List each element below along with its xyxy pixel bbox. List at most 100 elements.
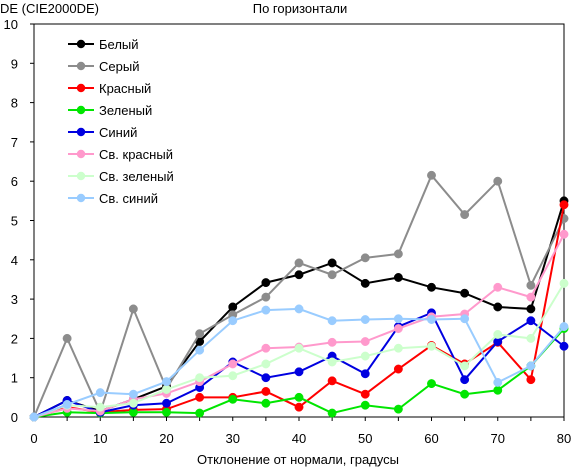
data-point bbox=[393, 364, 403, 374]
data-point bbox=[559, 322, 569, 332]
legend-item: Св. зеленый bbox=[68, 169, 174, 184]
data-point bbox=[559, 341, 569, 351]
data-point bbox=[195, 392, 205, 402]
data-point bbox=[228, 302, 238, 312]
legend-label: Зеленый bbox=[99, 103, 152, 118]
x-tick-label: 70 bbox=[491, 431, 505, 446]
data-point bbox=[261, 373, 271, 383]
legend-item: Белый bbox=[68, 37, 139, 52]
data-point bbox=[460, 288, 470, 298]
y-tick-label: 6 bbox=[11, 174, 18, 189]
y-tick-label: 8 bbox=[11, 96, 18, 111]
data-point bbox=[327, 376, 337, 386]
data-point bbox=[393, 249, 403, 259]
data-point bbox=[29, 412, 39, 422]
data-point bbox=[360, 253, 370, 263]
y-tick-label: 10 bbox=[4, 17, 18, 32]
data-point bbox=[360, 400, 370, 410]
data-point bbox=[393, 273, 403, 282]
data-point bbox=[427, 315, 436, 324]
data-point bbox=[228, 394, 238, 404]
data-point bbox=[228, 371, 238, 381]
data-point bbox=[128, 304, 138, 314]
data-point bbox=[427, 379, 436, 389]
legend-label: Красный bbox=[99, 81, 151, 96]
data-point bbox=[526, 292, 536, 302]
data-point bbox=[195, 329, 205, 339]
data-point bbox=[493, 377, 503, 387]
x-tick-label: 20 bbox=[159, 431, 173, 446]
data-point bbox=[559, 229, 569, 239]
y-tick-label: 7 bbox=[11, 135, 18, 150]
data-point bbox=[62, 399, 72, 409]
data-point bbox=[559, 278, 569, 288]
data-point bbox=[393, 404, 403, 414]
data-point bbox=[526, 280, 536, 290]
chart-title: По горизонтали bbox=[253, 1, 347, 16]
x-tick-label: 60 bbox=[424, 431, 438, 446]
data-point bbox=[128, 389, 138, 399]
data-point bbox=[360, 337, 370, 346]
y-tick-label: 5 bbox=[11, 214, 18, 229]
y-tick-label: 1 bbox=[11, 371, 18, 386]
legend-swatch-marker bbox=[76, 127, 86, 137]
data-point bbox=[327, 357, 337, 367]
data-point bbox=[228, 316, 238, 326]
data-point bbox=[294, 367, 304, 377]
axes: 0 1 2 3 4 5 6 7 8 9 10 0 10 20 30 40 50 60 70 80 bbox=[4, 17, 571, 446]
x-axis-label: Отклонение от нормали, градусы bbox=[197, 452, 399, 467]
x-tick-label: 80 bbox=[557, 431, 571, 446]
legend-item: Красный bbox=[68, 81, 151, 96]
legend-swatch-marker bbox=[76, 193, 86, 203]
data-point bbox=[195, 373, 205, 383]
data-point bbox=[261, 305, 271, 315]
data-point bbox=[294, 270, 304, 280]
data-point bbox=[393, 314, 403, 324]
data-point bbox=[327, 316, 337, 326]
data-point bbox=[261, 359, 271, 369]
legend-label: Св. синий bbox=[99, 191, 158, 206]
data-point bbox=[559, 200, 569, 210]
x-tick-label: 50 bbox=[358, 431, 372, 446]
y-tick-label: 3 bbox=[11, 292, 18, 307]
x-tick-label: 10 bbox=[93, 431, 107, 446]
legend-item: Синий bbox=[68, 125, 137, 140]
data-point bbox=[294, 258, 304, 268]
data-point bbox=[294, 402, 304, 412]
legend: Белый Серый Красный Зеленый Синий Св. красный… bbox=[68, 37, 174, 206]
legend-label: Св. красный bbox=[99, 147, 173, 162]
legend-item: Св. синий bbox=[68, 191, 158, 206]
data-point bbox=[360, 369, 370, 379]
data-point bbox=[228, 359, 238, 369]
data-point bbox=[162, 407, 171, 417]
data-point bbox=[427, 341, 436, 351]
legend-swatch-marker bbox=[76, 171, 86, 181]
y-tick-label: 2 bbox=[11, 331, 18, 346]
data-point bbox=[294, 343, 304, 353]
data-point bbox=[526, 375, 536, 385]
data-point bbox=[95, 388, 105, 398]
data-point bbox=[261, 387, 271, 396]
legend-swatch-marker bbox=[76, 105, 86, 115]
data-point bbox=[360, 278, 370, 288]
x-tick-label: 0 bbox=[30, 431, 37, 446]
data-point bbox=[526, 333, 536, 343]
y-tick-label: 9 bbox=[11, 56, 18, 71]
data-point bbox=[327, 270, 337, 280]
data-point bbox=[493, 176, 503, 186]
legend-item: Зеленый bbox=[68, 103, 152, 118]
data-point bbox=[327, 408, 337, 418]
x-tick-label: 30 bbox=[226, 431, 240, 446]
data-point bbox=[526, 304, 536, 314]
x-tick-label: 40 bbox=[292, 431, 306, 446]
legend-swatch-marker bbox=[76, 149, 86, 159]
data-point bbox=[327, 337, 337, 347]
legend-swatch-marker bbox=[76, 39, 86, 49]
data-point bbox=[460, 210, 470, 220]
data-point bbox=[360, 389, 370, 399]
data-point bbox=[294, 304, 304, 314]
data-point bbox=[493, 330, 503, 339]
data-point bbox=[460, 314, 470, 324]
legend-label: Св. зеленый bbox=[99, 169, 174, 184]
